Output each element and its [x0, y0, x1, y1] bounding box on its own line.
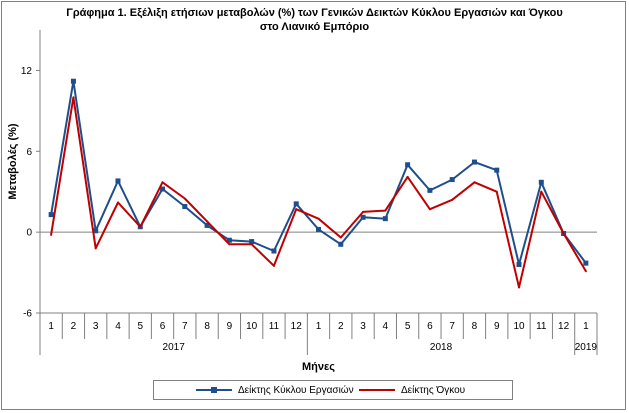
data-point-volume [339, 236, 342, 239]
year-label: 2019 [575, 342, 598, 353]
data-point-turnover [70, 78, 76, 84]
data-point-turnover [471, 159, 477, 165]
x-tick-label: 3 [360, 321, 366, 332]
y-tick-label: -6 [23, 309, 32, 320]
data-point-volume [72, 96, 75, 99]
data-point-volume [495, 190, 498, 193]
legend-swatch-turnover [196, 384, 232, 396]
x-tick-label: 1 [48, 321, 54, 332]
data-point-volume [317, 217, 320, 220]
data-point-turnover [427, 187, 433, 193]
data-point-turnover [93, 228, 99, 234]
x-tick-label: 6 [427, 321, 433, 332]
data-point-turnover [516, 261, 522, 267]
x-tick-label: 6 [160, 321, 166, 332]
x-tick-label: 11 [536, 321, 547, 332]
data-point-volume [206, 220, 209, 223]
data-point-turnover [360, 214, 366, 220]
data-point-volume [384, 209, 387, 212]
data-point-volume [362, 210, 365, 213]
y-tick-label: 0 [26, 228, 32, 239]
data-point-volume [428, 208, 431, 211]
chart-title-line2: στο Λιανικό Εμπόριο [259, 21, 370, 33]
x-tick-label: 12 [558, 321, 570, 332]
data-point-volume [116, 201, 119, 204]
y-tick-label: 6 [26, 147, 32, 158]
data-point-volume [272, 264, 275, 267]
data-point-volume [228, 243, 231, 246]
data-point-volume [250, 243, 253, 246]
data-point-turnover [226, 237, 232, 243]
year-label: 2018 [430, 342, 453, 353]
x-tick-label: 10 [513, 321, 525, 332]
data-point-volume [473, 181, 476, 184]
x-tick-label: 12 [291, 321, 303, 332]
x-tick-label: 4 [115, 321, 121, 332]
x-tick-label: 9 [494, 321, 500, 332]
year-label: 2017 [163, 342, 186, 353]
x-tick-label: 8 [204, 321, 210, 332]
data-point-turnover [182, 204, 188, 210]
data-point-turnover [316, 226, 321, 232]
chart-title: Γράφημα 1. Εξέλιξη ετήσιων μεταβολών (%)… [0, 6, 629, 34]
series-line-volume [50, 96, 587, 289]
x-tick-label: 4 [383, 321, 389, 332]
data-point-turnover [48, 212, 54, 218]
data-point-turnover [405, 162, 411, 168]
chart-title-line1: Γράφημα 1. Εξέλιξη ετήσιων μεταβολών (%)… [66, 7, 563, 19]
x-tick-label: 11 [269, 321, 280, 332]
data-point-volume [94, 247, 97, 250]
x-tick-label: 7 [182, 321, 188, 332]
legend-item-volume: Δείκτης Όγκου [359, 384, 465, 396]
data-point-volume [584, 270, 587, 273]
legend-item-turnover: Δείκτης Κύκλου Εργασιών [196, 384, 354, 396]
data-point-turnover [382, 216, 388, 222]
x-axis-title: Μήνες [302, 361, 335, 373]
x-tick-label: 1 [316, 321, 322, 332]
data-point-turnover [204, 222, 210, 228]
data-point-turnover [160, 186, 166, 192]
data-point-volume [518, 286, 521, 289]
data-point-turnover [494, 167, 500, 173]
x-tick-label: 7 [449, 321, 455, 332]
legend-swatch-volume [359, 384, 395, 396]
data-point-volume [562, 232, 565, 235]
x-tick-label: 5 [405, 321, 411, 332]
data-point-turnover [583, 260, 589, 266]
x-tick-label: 5 [137, 321, 143, 332]
data-point-volume [183, 197, 186, 200]
y-axis-title: Μεταβολές (%) [7, 123, 19, 199]
data-point-turnover [249, 239, 255, 245]
data-point-turnover [538, 179, 544, 185]
data-point-turnover [115, 178, 121, 184]
data-point-volume [161, 181, 164, 184]
legend-label-turnover: Δείκτης Κύκλου Εργασιών [238, 384, 354, 396]
data-point-volume [451, 198, 454, 201]
x-tick-label: 3 [93, 321, 99, 332]
data-point-volume [540, 190, 543, 193]
legend: Δείκτης Κύκλου Εργασιών Δείκτης Όγκου [153, 380, 513, 400]
x-tick-label: 2 [338, 321, 344, 332]
x-tick-label: 2 [71, 321, 77, 332]
data-point-turnover [338, 241, 344, 247]
x-tick-label: 8 [472, 321, 478, 332]
x-tick-label: 9 [227, 321, 233, 332]
data-point-volume [50, 233, 53, 236]
y-tick-label: 12 [21, 66, 33, 77]
x-tick-label: 1 [583, 321, 589, 332]
data-point-volume [139, 225, 142, 228]
data-point-volume [406, 175, 409, 178]
x-tick-label: 10 [246, 321, 258, 332]
data-point-turnover [449, 177, 455, 183]
data-point-turnover [271, 248, 277, 254]
legend-label-volume: Δείκτης Όγκου [401, 384, 466, 396]
data-point-turnover [293, 201, 299, 207]
data-point-volume [295, 208, 298, 211]
series-line-turnover [50, 80, 587, 266]
